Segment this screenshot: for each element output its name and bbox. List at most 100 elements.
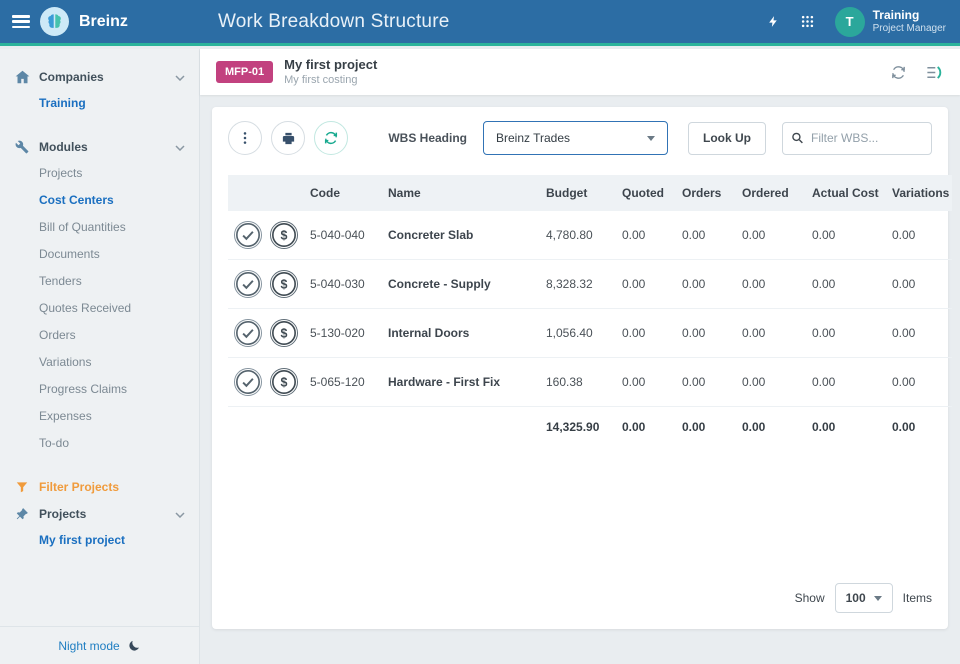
col-orders: Orders [676,175,736,211]
menu-toggle-icon[interactable] [12,15,30,28]
sidebar-item-tenders[interactable]: Tenders [39,274,82,288]
cell-quoted: 0.00 [616,211,676,260]
chevron-down-icon [175,507,185,521]
user-role: Project Manager [872,23,946,34]
svg-text:$: $ [281,376,288,390]
sidebar-item-expenses[interactable]: Expenses [39,409,92,423]
cell-actual-cost: 0.00 [806,211,886,260]
print-button[interactable] [271,121,305,155]
items-label: Items [902,591,932,605]
col-variations: Variations [886,175,952,211]
col-actual-cost: Actual Cost [806,175,886,211]
sidebar-item-label: Filter Projects [39,479,120,494]
project-subheader: MFP-01 My first project My first costing [200,49,960,95]
cell-name: Internal Doors [382,308,540,358]
sidebar-item-bill-of-quantities[interactable]: Bill of Quantities [39,220,126,234]
check-circle-icon[interactable] [234,221,262,249]
cell-actual-cost: 0.00 [806,308,886,358]
sidebar-item-cost-centers[interactable]: Cost Centers [39,193,114,207]
cell-orders: 0.00 [676,259,736,309]
dollar-circle-icon[interactable]: $ [270,368,298,396]
cell-variations: 0.00 [886,357,952,407]
chevron-down-icon [175,70,185,84]
moon-icon [127,639,141,653]
flash-icon[interactable] [767,15,780,28]
sidebar-item-filter-projects[interactable]: Filter Projects [0,473,199,500]
page-title: Work Breakdown Structure [218,10,450,32]
user-name: Training [872,8,920,22]
cell-actual-cost: 0.00 [806,357,886,407]
sidebar-item-my-first-project[interactable]: My first project [39,533,126,547]
wbs-toolbar: WBS Heading Breinz Trades Look Up [212,107,948,169]
col-name: Name [382,175,540,211]
total-actual-cost: 0.00 [806,406,886,447]
svg-text:$: $ [281,229,288,243]
cell-variations: 0.00 [886,308,952,358]
refresh-icon[interactable] [890,64,907,81]
dollar-circle-icon[interactable]: $ [270,319,298,347]
main-area: MFP-01 My first project My first costing [200,49,960,664]
wbs-heading-select[interactable]: Breinz Trades [483,121,668,155]
night-mode-toggle[interactable]: Night mode [0,626,199,664]
summary-panel-toggle-icon[interactable] [925,63,944,82]
project-title: My first project [284,56,378,72]
cell-quoted: 0.00 [616,357,676,407]
cell-budget: 160.38 [540,357,616,407]
avatar: T [834,6,865,37]
project-subtitle: My first costing [284,73,358,86]
cell-ordered: 0.00 [736,211,806,260]
search-icon [791,132,804,145]
dollar-circle-icon[interactable]: $ [270,221,298,249]
page-size-value: 100 [845,591,866,605]
pagination: Show 100 Items [212,567,948,629]
cell-code: 5-065-120 [304,357,382,407]
total-ordered: 0.00 [736,406,806,447]
sidebar-item-training[interactable]: Training [39,96,86,110]
breinz-logo-icon [40,7,69,36]
cell-orders: 0.00 [676,308,736,358]
reload-button[interactable] [314,121,348,155]
sidebar-item-modules[interactable]: Modules [0,133,199,160]
filter-wbs-input[interactable] [782,121,932,155]
cell-ordered: 0.00 [736,259,806,309]
page-size-select[interactable]: 100 [834,583,893,613]
cell-budget: 4,780.80 [540,211,616,260]
sidebar-item-todo[interactable]: To-do [39,436,70,450]
apps-grid-icon[interactable] [800,14,815,29]
check-circle-icon[interactable] [234,270,262,298]
sidebar-item-projects[interactable]: Projects [0,500,199,527]
cell-quoted: 0.00 [616,308,676,358]
cell-code: 5-040-030 [304,259,382,309]
check-circle-icon[interactable] [234,368,262,396]
sidebar-item-label: Modules [39,139,88,154]
svg-text:$: $ [281,278,288,292]
cell-quoted: 0.00 [616,259,676,309]
sidebar-item-orders[interactable]: Orders [39,328,76,342]
svg-text:$: $ [281,327,288,341]
sidebar-item-label: Companies [39,69,104,84]
user-menu[interactable]: T Training Project Manager [834,6,946,37]
col-quoted: Quoted [616,175,676,211]
cell-variations: 0.00 [886,259,952,309]
sidebar-item-companies[interactable]: Companies [0,63,199,90]
check-circle-icon[interactable] [234,319,262,347]
col-ordered: Ordered [736,175,806,211]
brand-area: Breinz [0,7,200,36]
sidebar-item-quotes-received[interactable]: Quotes Received [39,301,132,315]
show-label: Show [794,591,825,605]
sidebar-item-documents[interactable]: Documents [39,247,100,261]
sidebar: Companies Training Modules Projects Cost… [0,49,200,664]
cell-name: Hardware - First Fix [382,357,540,407]
cell-code: 5-130-020 [304,308,382,358]
more-actions-button[interactable] [228,121,262,155]
table-header-row: Code Name Budget Quoted Orders Ordered A… [228,175,952,211]
wbs-table: Code Name Budget Quoted Orders Ordered A… [228,175,952,447]
sidebar-item-variations[interactable]: Variations [39,355,92,369]
table-row: $ 5-065-120 Hardware - First Fix 160.38 … [228,357,952,407]
dollar-circle-icon[interactable]: $ [270,270,298,298]
total-orders: 0.00 [676,406,736,447]
lookup-button[interactable]: Look Up [688,121,766,155]
sidebar-item-projects-module[interactable]: Projects [39,166,83,180]
total-budget: 14,325.90 [540,406,616,447]
sidebar-item-progress-claims[interactable]: Progress Claims [39,382,128,396]
